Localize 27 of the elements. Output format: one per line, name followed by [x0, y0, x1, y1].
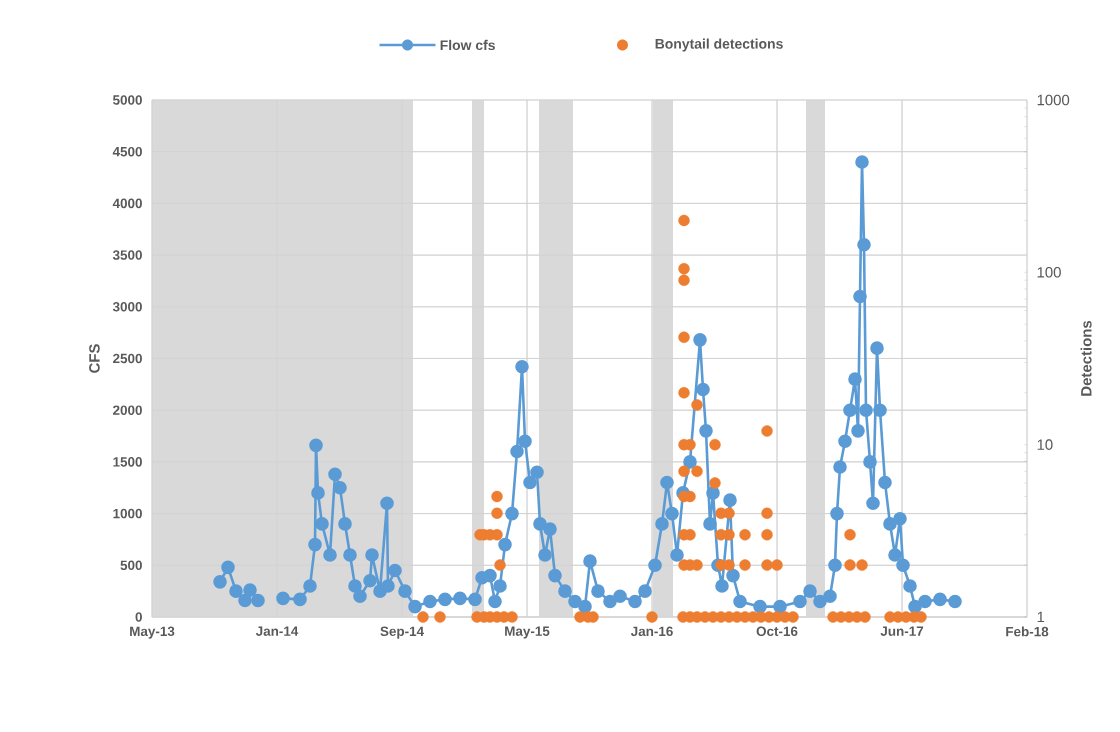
x-tick-label: May-15	[505, 626, 550, 639]
y-tick-label: 0	[135, 612, 142, 622]
y2-tick-label: 10	[1037, 439, 1053, 450]
x-tick-label: Jan-16	[630, 626, 673, 637]
x-tick-label: Sep-14	[380, 626, 424, 639]
y2-tick-label: 1000	[1037, 94, 1070, 106]
y-tick-label: 1000	[113, 508, 142, 519]
y-tick-label: 4000	[112, 198, 142, 209]
y-tick-label: 2000	[113, 405, 142, 415]
y-tick-label: 500	[120, 560, 142, 571]
x-tick-label: Oct-16	[756, 626, 798, 637]
y2-tick-label: 100	[1037, 267, 1061, 278]
y-tick-label: 2500	[113, 353, 142, 364]
x-tick-label: Jun-17	[880, 626, 924, 636]
y2-tick-label: 1	[1037, 611, 1045, 623]
y-tick-label: 1500	[113, 457, 142, 467]
y-tick-label: 3500	[112, 250, 142, 260]
y-tick-label: 3000	[112, 302, 142, 312]
y-tick-label: 5000	[112, 95, 142, 105]
legend-label: Flow cfs	[440, 39, 495, 51]
y2-axis-title: Detections	[1080, 320, 1092, 396]
legend-label: Bonytail detections	[655, 38, 783, 52]
y-tick-label: 4500	[112, 146, 142, 157]
y-axis-title: CFS	[89, 344, 100, 373]
x-tick-label: Feb-18	[1006, 626, 1049, 637]
x-tick-label: May-13	[130, 626, 175, 639]
x-tick-label: Jan-14	[255, 626, 299, 636]
